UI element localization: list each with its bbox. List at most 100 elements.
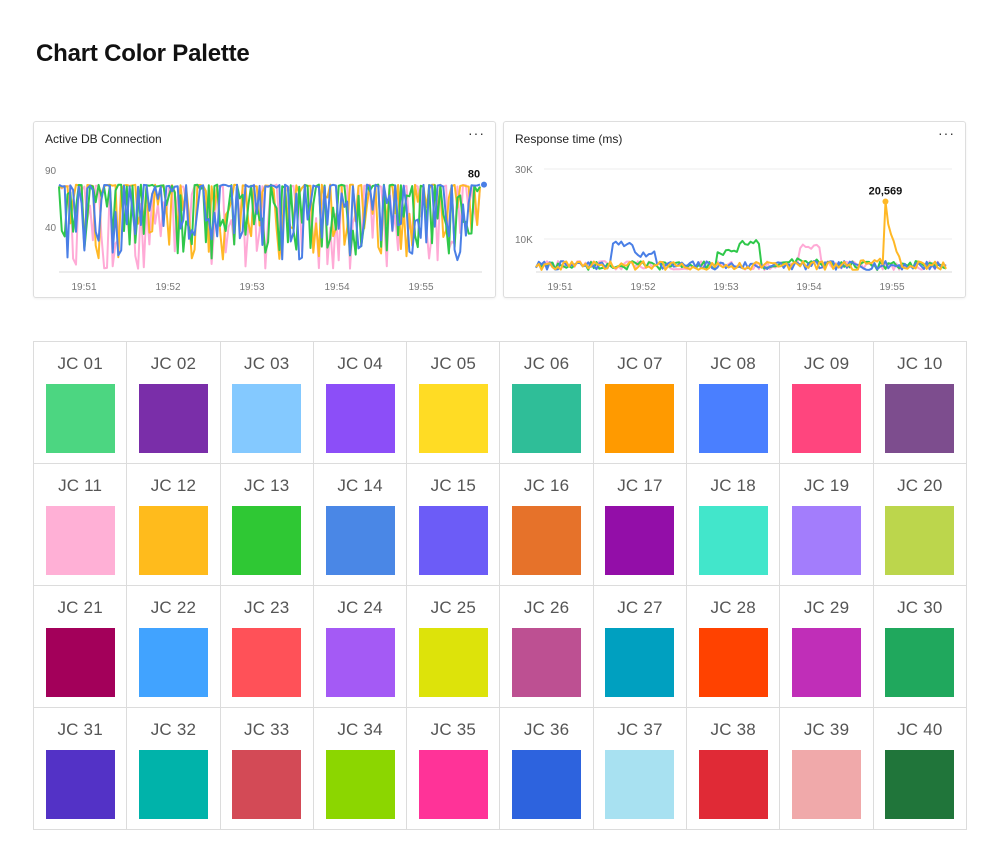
swatch-label: JC 25 <box>430 598 477 617</box>
swatch-cell: JC 34 <box>312 707 408 830</box>
swatch-label: JC 11 <box>58 476 103 495</box>
color-swatch <box>138 750 208 819</box>
swatch-cell: JC 06 <box>499 341 594 464</box>
swatch-cell: JC 38 <box>686 707 781 830</box>
swatch-cell: JC 04 <box>312 341 408 464</box>
swatch-cell: JC 14 <box>312 463 408 586</box>
swatch-label: JC 12 <box>150 476 197 495</box>
swatch-cell: JC 40 <box>872 707 967 830</box>
more-menu-icon[interactable]: ··· <box>468 125 485 141</box>
swatch-cell: JC 27 <box>592 585 688 708</box>
color-swatch <box>885 506 955 575</box>
swatch-cell: JC 03 <box>219 341 314 464</box>
swatch-cell: JC 35 <box>406 707 501 830</box>
color-swatch <box>418 506 488 575</box>
swatch-label: JC 28 <box>710 598 756 617</box>
y-tick-label: 90 <box>45 166 57 177</box>
active-db-connection-card: 90 40 80 19:51 19:52 19:53 19:54 19:55 A… <box>33 121 496 298</box>
swatch-label: JC 37 <box>617 720 663 739</box>
swatch-cell: JC 20 <box>872 463 967 586</box>
swatch-label: JC 15 <box>430 476 477 495</box>
swatch-cell: JC 18 <box>686 463 781 586</box>
palette-row: JC 11 JC 12 JC 13 JC 14 JC 15 JC 16 JC 17 JC 18… <box>32 463 967 586</box>
swatch-label: JC 39 <box>803 720 850 739</box>
series-group <box>535 200 947 271</box>
y-tick-label: 10K <box>515 235 533 246</box>
swatch-cell: JC 26 <box>499 585 594 708</box>
swatch-label: JC 23 <box>244 598 290 617</box>
y-tick-label: 30K <box>515 165 533 176</box>
swatch-label: JC 29 <box>803 598 850 617</box>
color-swatch <box>418 628 488 697</box>
series-group <box>58 183 481 270</box>
series-line <box>58 183 481 260</box>
page-title: Chart Color Palette <box>36 40 250 67</box>
swatch-cell: JC 15 <box>406 463 501 586</box>
peak-marker <box>882 198 889 205</box>
swatch-cell: JC 37 <box>592 707 688 830</box>
swatch-label: JC 30 <box>897 598 943 617</box>
color-swatch <box>512 628 582 697</box>
color-swatch <box>45 384 115 453</box>
swatch-cell: JC 22 <box>126 585 221 708</box>
x-tick-label: 19:55 <box>408 282 433 293</box>
x-tick-label: 19:54 <box>796 282 821 293</box>
swatch-label: JC 13 <box>244 476 290 495</box>
x-tick-label: 19:51 <box>71 282 96 293</box>
swatch-label: JC 06 <box>523 354 570 373</box>
color-swatch <box>232 506 302 575</box>
color-swatch <box>418 384 488 453</box>
color-swatch <box>698 506 768 575</box>
swatch-label: JC 21 <box>57 598 103 617</box>
swatch-label: JC 26 <box>523 598 570 617</box>
last-value-label: 80 <box>468 169 480 181</box>
swatch-label: JC 01 <box>57 354 103 373</box>
swatch-label: JC 20 <box>897 476 943 495</box>
x-tick-label: 19:52 <box>630 282 655 293</box>
swatch-cell: JC 09 <box>779 341 874 464</box>
swatch-cell: JC 19 <box>779 463 874 586</box>
more-menu-icon[interactable]: ··· <box>938 125 955 141</box>
x-tick-label: 19:55 <box>879 282 904 293</box>
x-tick-label: 19:54 <box>324 282 349 293</box>
swatch-cell: JC 25 <box>406 585 501 708</box>
swatch-label: JC 27 <box>617 598 663 617</box>
color-swatch <box>138 384 208 453</box>
swatch-label: JC 07 <box>617 354 663 373</box>
swatch-cell: JC 02 <box>126 341 221 464</box>
swatch-cell: JC 31 <box>32 707 128 830</box>
response-time-chart: 30K 10K 20,569 19:51 19:52 19:53 19:54 1… <box>515 165 952 293</box>
swatch-cell: JC 16 <box>499 463 594 586</box>
last-value-marker <box>481 181 487 188</box>
y-tick-label: 40 <box>45 223 57 234</box>
color-swatch <box>885 628 955 697</box>
swatch-cell: JC 23 <box>219 585 314 708</box>
color-swatch <box>792 384 862 453</box>
swatch-label: JC 22 <box>150 598 197 617</box>
color-swatch <box>605 384 675 453</box>
color-swatch <box>232 384 302 453</box>
swatch-label: JC 38 <box>710 720 756 739</box>
swatch-label: JC 35 <box>430 720 477 739</box>
swatch-label: JC 33 <box>244 720 290 739</box>
color-swatch <box>885 384 955 453</box>
series-line <box>535 200 947 271</box>
swatch-label: JC 36 <box>523 720 570 739</box>
swatch-label: JC 31 <box>57 720 103 739</box>
color-swatch <box>698 750 768 819</box>
swatch-label: JC 09 <box>803 354 850 373</box>
swatch-label: JC 16 <box>523 476 570 495</box>
color-palette-grid: JC 01 JC 02 JC 03 JC 04 JC 05 JC 06 JC 07 JC 08… <box>32 341 967 830</box>
color-swatch <box>325 384 395 453</box>
swatch-label: JC 40 <box>897 720 943 739</box>
peak-value-label: 20,569 <box>869 185 903 197</box>
color-swatch <box>885 750 955 819</box>
swatch-label: JC 05 <box>430 354 477 373</box>
color-swatch <box>792 750 862 819</box>
swatch-label: JC 14 <box>337 476 383 495</box>
palette-row: JC 31 JC 32 JC 33 JC 34 JC 35 JC 36 JC 37 JC 38… <box>32 707 967 830</box>
x-tick-label: 19:52 <box>155 282 180 293</box>
swatch-label: JC 24 <box>337 598 383 617</box>
color-swatch <box>605 506 675 575</box>
swatch-label: JC 18 <box>710 476 756 495</box>
